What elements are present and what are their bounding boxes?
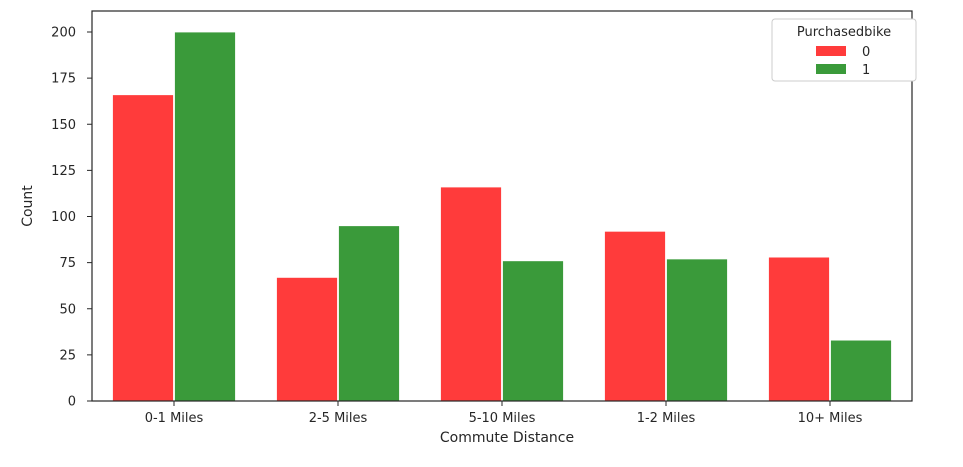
x-tick-label: 10+ Miles	[798, 411, 863, 426]
bar-5-10-miles-series-1	[502, 260, 564, 402]
x-tick-label: 5-10 Miles	[469, 411, 536, 426]
y-tick-label: 0	[68, 395, 76, 410]
plot-frame	[91, 10, 913, 402]
y-tick-label: 25	[59, 348, 76, 363]
bar-2-5-miles-series-0	[276, 276, 338, 402]
y-tick-label: 75	[59, 256, 76, 271]
y-tick-label: 175	[51, 72, 76, 87]
bars-group	[112, 31, 892, 402]
y-axis-label: Count	[20, 185, 36, 227]
legend: Purchasedbike 01	[771, 18, 917, 82]
legend-items: 01	[816, 45, 870, 78]
y-tick-label: 125	[51, 164, 76, 179]
y-tick-label: 50	[59, 302, 76, 317]
x-tick-label: 0-1 Miles	[145, 411, 204, 426]
legend-title: Purchasedbike	[797, 25, 891, 40]
x-axis-label: Commute Distance	[440, 430, 574, 446]
bar-10-miles-series-1	[830, 339, 892, 402]
x-axis-ticks: 0-1 Miles 2-5 Miles 5-10 Miles 1-2 Miles 10+…	[145, 401, 863, 426]
y-tick-label: 200	[51, 26, 76, 41]
legend-label-1: 1	[862, 63, 870, 78]
y-axis-ticks: 0 25 50 75 100 125 150 175 200	[51, 26, 92, 410]
bar-2-5-miles-series-1	[338, 225, 400, 402]
y-tick-label: 100	[51, 210, 76, 225]
x-tick-label: 1-2 Miles	[637, 411, 696, 426]
y-tick-label: 150	[51, 118, 76, 133]
legend-swatch-1	[816, 64, 846, 74]
bar-10-miles-series-0	[768, 256, 830, 402]
bar-0-1-miles-series-1	[174, 31, 236, 402]
x-tick-label: 2-5 Miles	[309, 411, 368, 426]
bar-0-1-miles-series-0	[112, 94, 174, 402]
bar-1-2-miles-series-0	[604, 230, 666, 402]
legend-swatch-0	[816, 46, 846, 56]
legend-label-0: 0	[862, 45, 870, 60]
bar-1-2-miles-series-1	[666, 258, 728, 402]
bar-5-10-miles-series-0	[440, 186, 502, 402]
